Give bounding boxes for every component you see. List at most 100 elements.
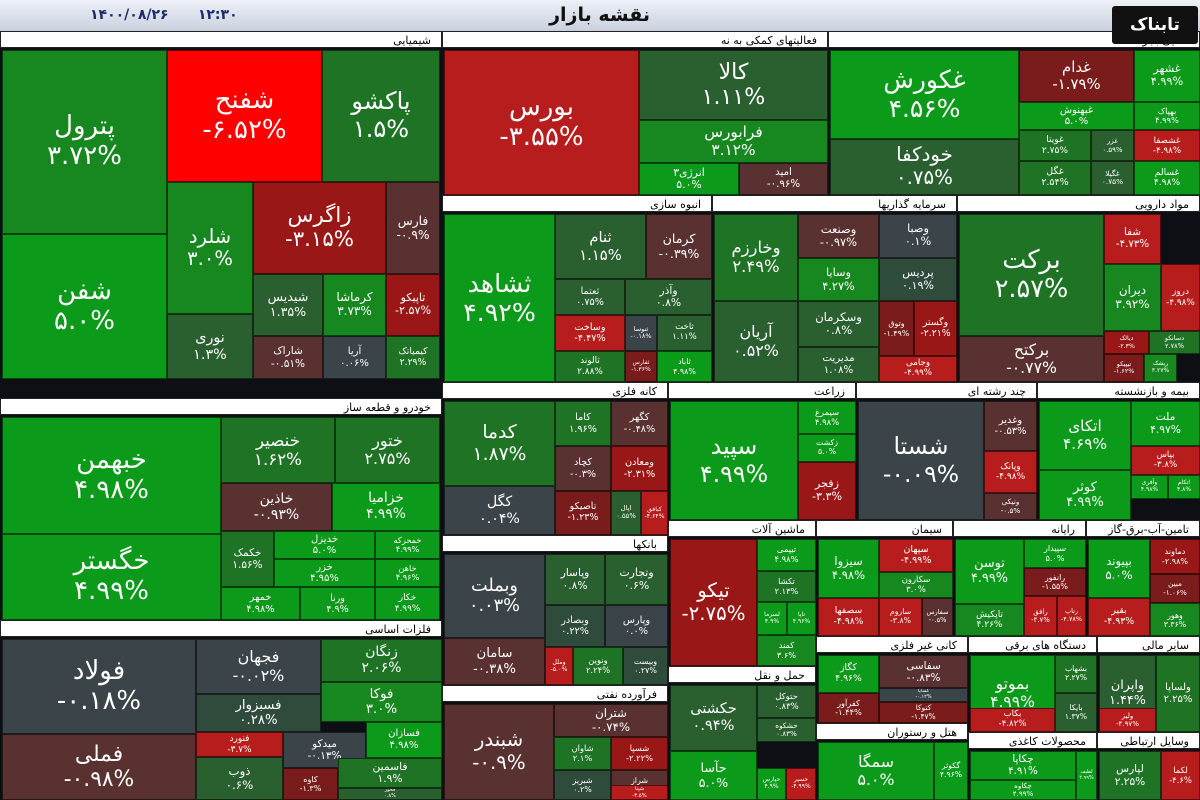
stock-cell[interactable]: غشصفا -۴.۹۸% bbox=[1134, 130, 1200, 161]
stock-cell[interactable]: ثفارس -۱.۳۶% bbox=[625, 351, 657, 382]
stock-cell[interactable]: سفاسی -۰.۸۳% bbox=[879, 655, 968, 688]
stock-cell[interactable]: بقیر -۴.۹۳% bbox=[1088, 598, 1150, 636]
stock-cell[interactable]: وسایا ۴.۲۷% bbox=[798, 258, 879, 301]
stock-cell[interactable]: بهپاک ۴.۹۹% bbox=[1134, 102, 1200, 130]
stock-cell[interactable]: ونیکی -۰.۵% bbox=[984, 493, 1037, 520]
stock-cell[interactable]: وپانک -۴.۹۸% bbox=[984, 451, 1037, 493]
stock-cell[interactable]: ثاباد ۴.۹۸% bbox=[657, 351, 712, 382]
stock-cell[interactable]: وپارس ۰.۰% bbox=[605, 605, 668, 647]
stock-cell[interactable]: تیکو -۲.۷۵% bbox=[670, 539, 757, 666]
stock-cell[interactable]: ثعتما ۰.۷۵% bbox=[555, 279, 625, 315]
stock-cell[interactable]: خدیزل ۵.۰% bbox=[274, 531, 375, 559]
stock-cell[interactable]: زنگان ۲.۰۶% bbox=[321, 639, 442, 682]
stock-cell[interactable]: فولاد -۰.۱۸% bbox=[2, 639, 196, 734]
stock-cell[interactable]: فارس -۰.۹% bbox=[386, 182, 440, 274]
stock-cell[interactable]: ولساپا ۲.۲۵% bbox=[1156, 655, 1200, 732]
stock-cell[interactable]: ونوین ۲.۲۴% bbox=[573, 647, 623, 685]
stock-cell[interactable]: شفا -۴.۷۳% bbox=[1104, 214, 1161, 264]
stock-cell[interactable]: شاراک -۰.۵۱% bbox=[253, 336, 323, 379]
stock-cell[interactable]: بورس -۳.۵۵% bbox=[444, 50, 639, 195]
stock-cell[interactable]: گکوثر ۴.۹۶% bbox=[934, 742, 968, 800]
stock-cell[interactable]: کگل ۰.۰۴% bbox=[444, 486, 555, 535]
stock-cell[interactable]: خنصیر ۱.۶۲% bbox=[221, 417, 335, 483]
stock-cell[interactable]: فسبزوار ۰.۲۸% bbox=[196, 694, 321, 732]
stock-cell[interactable]: تاپیکو -۲.۵۷% bbox=[386, 274, 440, 336]
stock-cell[interactable]: مدیریت ۱.۰۸% bbox=[798, 347, 879, 382]
stock-cell[interactable]: بپاس -۳.۸% bbox=[1131, 446, 1200, 475]
stock-cell[interactable]: تاصیکو -۱.۲۳% bbox=[555, 491, 611, 535]
stock-cell[interactable]: خاهن ۴.۹۶% bbox=[375, 559, 440, 587]
stock-cell[interactable]: وگستر -۲.۲۱% bbox=[914, 301, 957, 356]
stock-cell[interactable]: آریان ۰.۵۲% bbox=[714, 301, 798, 382]
stock-cell[interactable]: ذوب ۰.۶% bbox=[196, 757, 283, 800]
stock-cell[interactable]: سپهان -۴.۹۹% bbox=[879, 539, 953, 572]
stock-cell[interactable]: غشهر ۴.۹۹% bbox=[1134, 50, 1200, 102]
stock-cell[interactable]: خبهمن ۴.۹۸% bbox=[2, 417, 221, 534]
stock-cell[interactable]: وصنعت -۰.۹۷% bbox=[798, 214, 879, 258]
stock-cell[interactable]: ثاخت ۱.۱۱% bbox=[657, 315, 712, 351]
stock-cell[interactable]: وغدیر -۰.۵۳% bbox=[984, 401, 1037, 451]
stock-cell[interactable]: آریا ۰.۰۶% bbox=[323, 336, 386, 379]
stock-cell[interactable]: دماوند -۲.۹۸% bbox=[1150, 539, 1200, 574]
stock-cell[interactable]: پردیس ۰.۱۹% bbox=[879, 258, 957, 301]
stock-cell[interactable]: غکورش ۴.۵۶% bbox=[830, 50, 1019, 139]
stock-cell[interactable]: اتکای ۴.۶۹% bbox=[1039, 401, 1131, 470]
stock-cell[interactable]: وآذر ۰.۸% bbox=[625, 279, 712, 315]
stock-cell[interactable]: کدما ۱.۸۷% bbox=[444, 401, 555, 486]
stock-cell[interactable]: خمحرکه ۴.۹۹% bbox=[375, 531, 440, 559]
stock-cell[interactable]: بکاب -۴.۸۲% bbox=[970, 708, 1055, 732]
stock-cell[interactable]: تکشا ۲.۱۳% bbox=[757, 571, 816, 602]
stock-cell[interactable]: ثنوسا -۰.۱۸% bbox=[625, 315, 657, 351]
stock-cell[interactable]: شبندر -۰.۹% bbox=[444, 704, 554, 800]
stock-cell[interactable]: وساخت -۴.۴۷% bbox=[555, 315, 625, 351]
stock-cell[interactable]: حشکوه ۰.۸۳% bbox=[757, 718, 816, 742]
stock-cell[interactable]: شیدیس ۱.۳۵% bbox=[253, 274, 323, 336]
stock-cell[interactable]: لطیف ۴.۹۹% bbox=[1076, 751, 1097, 800]
stock-cell[interactable]: وتجارت ۰.۶% bbox=[605, 554, 668, 605]
stock-cell[interactable]: برکت ۲.۵۷% bbox=[959, 214, 1104, 336]
stock-cell[interactable]: کچاد -۰.۳% bbox=[555, 446, 611, 491]
stock-cell[interactable]: ثشاهد ۴.۹۲% bbox=[444, 214, 555, 382]
stock-cell[interactable]: ساروم -۳.۸% bbox=[879, 598, 922, 636]
stock-cell[interactable]: لپارس ۲.۲۵% bbox=[1099, 751, 1161, 800]
stock-cell[interactable]: وآفری ۴.۹۸% bbox=[1131, 475, 1168, 499]
stock-cell[interactable]: سپیدار ۵.۰% bbox=[1024, 539, 1086, 568]
stock-cell[interactable]: وصبا ۰.۱% bbox=[879, 214, 957, 258]
stock-cell[interactable]: شفن ۵.۰% bbox=[2, 234, 167, 379]
stock-cell[interactable]: سمگا ۵.۰% bbox=[818, 742, 934, 800]
stock-cell[interactable]: خمهر ۴.۹۸% bbox=[221, 587, 300, 620]
stock-cell[interactable]: فجهان -۰.۰۲% bbox=[196, 639, 321, 694]
stock-cell[interactable]: ولیز -۴.۹۷% bbox=[1099, 708, 1156, 732]
stock-cell[interactable]: سصفها -۴.۹۸% bbox=[818, 598, 879, 636]
stock-cell[interactable]: لسرما ۴.۹% bbox=[757, 602, 787, 635]
stock-cell[interactable]: زفجر -۳.۳% bbox=[798, 462, 856, 520]
stock-cell[interactable]: کرماشا ۳.۷۳% bbox=[323, 274, 386, 336]
stock-cell[interactable]: فنورد -۳.۷% bbox=[196, 732, 283, 757]
stock-cell[interactable]: کتوکا -۱.۴۷% bbox=[879, 702, 968, 723]
stock-cell[interactable]: غسالم ۴.۹۸% bbox=[1134, 161, 1200, 195]
stock-cell[interactable]: وپاسار ۰.۸% bbox=[545, 554, 605, 605]
stock-cell[interactable]: تاپا ۴.۹۶% bbox=[787, 602, 816, 635]
stock-cell[interactable]: خاذین -۰.۹۳% bbox=[221, 483, 332, 531]
stock-cell[interactable]: کمند ۳.۶% bbox=[757, 635, 816, 666]
stock-cell[interactable]: شسپا -۲.۲۲% bbox=[611, 737, 668, 770]
stock-cell[interactable]: رانفور -۱.۵۵% bbox=[1024, 568, 1086, 596]
stock-cell[interactable]: دیران ۳.۹۲% bbox=[1104, 264, 1161, 331]
stock-cell[interactable]: تیپیکو -۱.۶۲% bbox=[1104, 354, 1144, 382]
stock-cell[interactable]: چکاپا ۴.۹۱% bbox=[970, 751, 1076, 780]
stock-cell[interactable]: وبصادر ۰.۲۲% bbox=[545, 605, 605, 647]
stock-cell[interactable]: دیالک -۲.۳% bbox=[1104, 331, 1149, 354]
stock-cell[interactable]: دسانکو ۲.۷۸% bbox=[1149, 331, 1200, 354]
stock-cell[interactable]: خودکفا ۰.۷۵% bbox=[830, 139, 1019, 195]
stock-cell[interactable]: شبریز ۰.۲% bbox=[554, 770, 611, 800]
stock-cell[interactable]: سیزوا ۴.۹۸% bbox=[818, 539, 879, 598]
stock-cell[interactable]: انرژی۳ ۵.۰% bbox=[639, 163, 739, 195]
stock-cell[interactable]: ثالوند ۲.۸۸% bbox=[555, 351, 625, 382]
stock-cell[interactable]: غبهنوش ۵.۰% bbox=[1019, 102, 1134, 130]
stock-cell[interactable]: فاسمین ۱.۹% bbox=[338, 758, 442, 788]
stock-cell[interactable]: تاپکیش ۴.۲۶% bbox=[955, 604, 1024, 636]
stock-cell[interactable]: زکشت ۵.۰% bbox=[798, 434, 856, 462]
stock-cell[interactable]: غدام -۱.۷۹% bbox=[1019, 50, 1134, 102]
stock-cell[interactable]: فوکا ۳.۰% bbox=[321, 682, 442, 722]
stock-cell[interactable]: وهور ۳.۳۶% bbox=[1150, 603, 1200, 636]
